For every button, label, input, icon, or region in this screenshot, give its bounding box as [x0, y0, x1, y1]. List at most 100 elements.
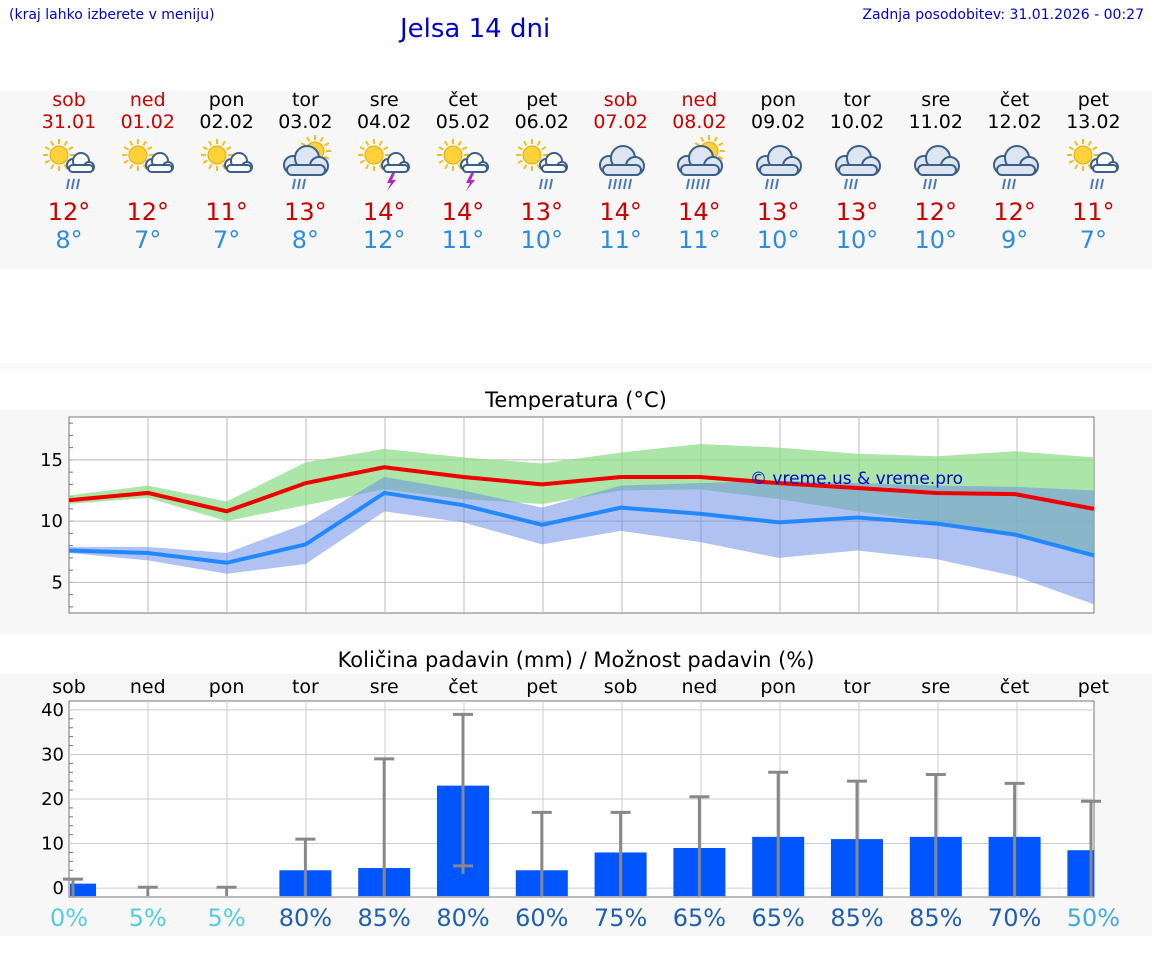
min-temperature: 9°: [1000, 226, 1029, 254]
min-temperature: 7°: [134, 226, 162, 254]
precipitation-chart-title: Količina padavin (mm) / Možnost padavin …: [337, 648, 815, 672]
max-temperature: 12°: [47, 198, 91, 226]
precipitation-probability: 5%: [129, 904, 167, 932]
min-temperature: 8°: [291, 226, 320, 254]
max-temperature: 13°: [284, 198, 327, 226]
day-column: sob 07.02: [581, 89, 661, 195]
x-tick-label: pon: [209, 676, 245, 698]
max-temperature: 11°: [1072, 198, 1115, 226]
max-temperature: 14°: [678, 198, 721, 226]
min-temperature: 7°: [212, 226, 241, 254]
day-name: sre: [369, 89, 399, 111]
x-tick-label: ned: [130, 676, 166, 698]
sun-cloud-icon: [197, 135, 257, 195]
day-name: pon: [760, 89, 797, 111]
day-name: ned: [681, 89, 718, 111]
watermark: © vreme.us & vreme.pro: [750, 469, 963, 489]
max-temperature: 13°: [520, 198, 564, 226]
x-tick-label: pet: [1078, 676, 1109, 698]
day-date: 13.02: [1066, 111, 1121, 133]
day-column: čet 05.02: [423, 89, 503, 195]
day-date: 02.02: [199, 111, 254, 133]
x-tick-label: pon: [760, 676, 796, 698]
precipitation-probability: 65%: [752, 904, 805, 932]
day-column: ned 01.02: [108, 89, 188, 195]
max-temperature: 13°: [756, 198, 800, 226]
day-column: pet 13.02: [1053, 89, 1133, 195]
x-tick-label: tor: [292, 676, 319, 698]
day-name: pet: [526, 89, 558, 111]
day-name: čet: [448, 89, 478, 111]
precipitation-probability: 85%: [830, 904, 883, 932]
max-temperature: 14°: [362, 198, 406, 226]
max-temperature: 14°: [441, 198, 485, 226]
sun-thunder-icon: [354, 135, 414, 195]
cloud-rain-icon: [906, 135, 966, 195]
temperature-chart: 5 10 15 © vreme.us & vreme.pro: [40, 416, 1095, 614]
day-name: sre: [921, 89, 951, 111]
day-column: tor 10.02: [817, 89, 897, 195]
x-tick-label: ned: [682, 676, 718, 698]
cloud-rain-icon: [748, 135, 808, 195]
cloud-heavy-rain-icon: [591, 135, 651, 195]
min-temperature-range: [69, 477, 1094, 605]
max-temperature: 14°: [599, 198, 642, 226]
min-temperature: 8°: [55, 226, 83, 254]
sun-rain-icon: [512, 135, 572, 195]
precipitation-probability: 70%: [988, 904, 1041, 932]
max-temperature: 11°: [205, 198, 248, 226]
day-column: sre 11.02: [896, 89, 976, 195]
day-column: pon 02.02: [187, 89, 267, 195]
day-name: sob: [52, 89, 86, 111]
day-date: 05.02: [435, 111, 491, 133]
day-date: 03.02: [278, 111, 333, 133]
x-tick-label: sob: [604, 676, 638, 698]
precipitation-probability: 65%: [673, 904, 726, 932]
day-column: tor 03.02: [265, 89, 345, 195]
precipitation-chart: sob ned pon tor sre čet pet sob ned pon tor sre čet p…: [41, 676, 1120, 932]
day-column: sre 04.02: [344, 89, 424, 195]
sun-rain-icon: [39, 135, 99, 195]
last-update: Zadnja posodobitev: 31.01.2026 - 00:27: [862, 7, 1144, 23]
day-column: čet 12.02: [975, 89, 1055, 195]
day-name: pon: [208, 89, 245, 111]
day-date: 01.02: [120, 111, 175, 133]
y-tick-label: 15: [40, 450, 63, 471]
separator: [0, 363, 1152, 371]
min-temperature: 11°: [678, 226, 721, 254]
location-hint: (kraj lahko izberete v meniju): [9, 7, 215, 23]
y-tick-label: 40: [41, 700, 64, 721]
sun-rain-icon: [1063, 135, 1123, 195]
max-temperature: 12°: [993, 198, 1036, 226]
min-temperature: 12°: [362, 226, 406, 254]
cloud-sun-rain-icon: [275, 135, 335, 195]
day-name: ned: [129, 89, 166, 111]
forecast-band: [0, 91, 1152, 269]
precipitation-probability: 75%: [594, 904, 647, 932]
max-temperature-line: [68, 465, 1095, 514]
y-tick-label: 10: [40, 511, 63, 532]
precipitation-probability: 85%: [358, 904, 411, 932]
min-temperature: 10°: [914, 226, 958, 254]
day-name: tor: [291, 89, 319, 111]
day-name: čet: [999, 89, 1030, 111]
max-temperature: 13°: [835, 198, 879, 226]
day-date: 09.02: [750, 111, 806, 133]
day-date: 04.02: [356, 111, 412, 133]
x-tick-label: pet: [526, 676, 557, 698]
x-tick-label: sre: [921, 676, 950, 698]
y-tick-label: 5: [52, 572, 63, 593]
day-column: pet 06.02: [502, 89, 582, 195]
precipitation-probability: 80%: [436, 904, 489, 932]
precipitation-probability: 50%: [1067, 904, 1120, 932]
day-column: ned 08.02: [659, 89, 739, 195]
x-tick-label: čet: [1000, 676, 1030, 698]
precipitation-probability: 85%: [909, 904, 962, 932]
y-tick-label: 0: [53, 878, 64, 899]
min-temperature: 11°: [599, 226, 642, 254]
day-date: 31.01: [41, 111, 97, 133]
day-date: 06.02: [514, 111, 569, 133]
cloud-rain-icon: [985, 135, 1045, 195]
min-temperature: 7°: [1079, 226, 1108, 254]
precipitation-bar: [70, 883, 96, 897]
